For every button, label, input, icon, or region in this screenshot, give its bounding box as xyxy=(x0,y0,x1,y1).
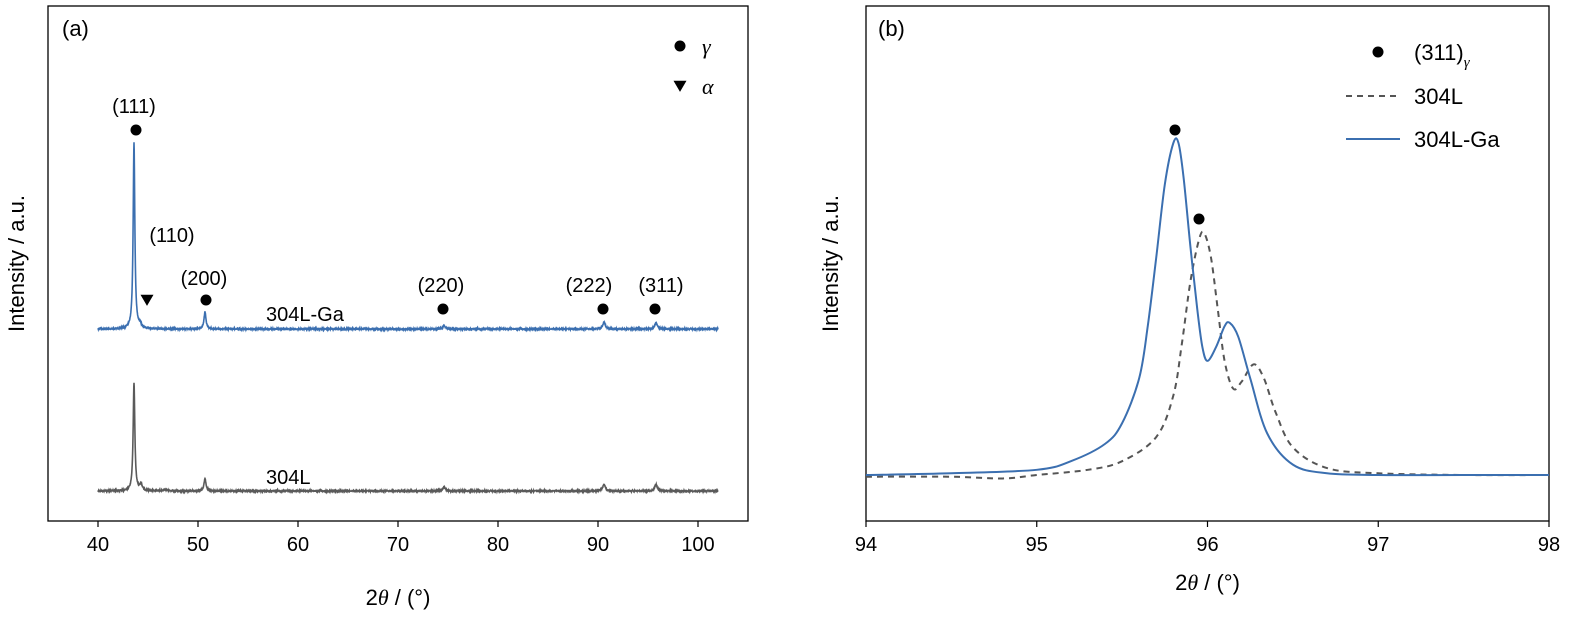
gamma-marker-a xyxy=(649,303,661,315)
panel-a: 40 50 60 70 80 90 100 2θ / (°) Intensity / a.u. (… xyxy=(4,5,749,610)
legend-label-304l: 304L xyxy=(1414,84,1463,109)
gamma-marker-a xyxy=(130,124,142,136)
xlabel-symbol: θ xyxy=(1187,570,1198,595)
x-tick-label-a: 100 xyxy=(681,534,714,556)
x-tick-label-a: 60 xyxy=(287,534,309,556)
peak-label-a: (222) xyxy=(566,275,613,297)
legend-label-gamma: γ xyxy=(702,34,712,59)
gamma-marker-b xyxy=(1193,213,1205,225)
legend-label-311: (311)γ xyxy=(1414,40,1471,71)
series-line-b-304l-ga xyxy=(865,137,1549,477)
series-line-b-304l xyxy=(865,230,1550,480)
legend-label-304l-ga: 304L-Ga xyxy=(1414,127,1500,152)
series-label-a: 304L-Ga xyxy=(266,304,345,326)
alpha-marker-a xyxy=(140,294,154,306)
gamma-marker-b xyxy=(1169,124,1181,136)
xlabel-suffix: / (°) xyxy=(389,585,431,610)
legend-311-text: (311) xyxy=(1414,40,1464,65)
legend-311-subscript: γ xyxy=(1464,55,1471,71)
series-line-a-304l xyxy=(97,382,719,495)
x-tick-label-a: 90 xyxy=(587,534,609,556)
gamma-marker-a xyxy=(200,294,212,306)
gamma-marker-a xyxy=(597,303,609,315)
peak-label-a: (200) xyxy=(181,268,228,290)
x-tick-label-a: 40 xyxy=(87,534,109,556)
peak-label-a: (110) xyxy=(149,225,194,247)
x-tick-label-a: 70 xyxy=(387,534,409,556)
series-line-a-304l-ga xyxy=(97,142,719,333)
xlabel-suffix: / (°) xyxy=(1198,570,1240,595)
x-tick-label-b: 97 xyxy=(1367,534,1389,556)
peak-label-a: (111) xyxy=(112,96,156,118)
legend-marker-alpha xyxy=(673,80,687,92)
series-label-a: 304L xyxy=(266,467,311,489)
xlabel-prefix: 2 xyxy=(366,585,378,610)
panel-label-a: (a) xyxy=(62,16,89,41)
x-tick-label-b: 95 xyxy=(1026,534,1048,556)
panel-label-b: (b) xyxy=(878,16,905,41)
gamma-marker-a xyxy=(437,303,449,315)
x-tick-label-b: 94 xyxy=(855,534,877,556)
xlabel-symbol: θ xyxy=(378,585,389,610)
panel-b: 94 95 96 97 98 2θ / (°) Intensity / a.u. (b) (31… xyxy=(818,5,1560,595)
x-axis-label-a: 2θ / (°) xyxy=(366,585,431,610)
xlabel-prefix: 2 xyxy=(1175,570,1187,595)
x-tick-label-a: 50 xyxy=(187,534,209,556)
x-tick-label-b: 96 xyxy=(1196,534,1218,556)
legend-label-alpha: α xyxy=(702,74,714,99)
x-tick-label-a: 80 xyxy=(487,534,509,556)
legend-marker-311 xyxy=(1372,46,1384,58)
peak-label-a: (220) xyxy=(418,275,465,297)
legend-marker-gamma xyxy=(674,40,686,52)
x-axis-label-b: 2θ / (°) xyxy=(1175,570,1240,595)
y-axis-label-b: Intensity / a.u. xyxy=(818,195,843,332)
peak-label-a: (311) xyxy=(638,275,683,297)
panel-a-frame xyxy=(47,5,749,522)
y-axis-label-a: Intensity / a.u. xyxy=(4,195,29,332)
x-tick-label-b: 98 xyxy=(1538,534,1560,556)
